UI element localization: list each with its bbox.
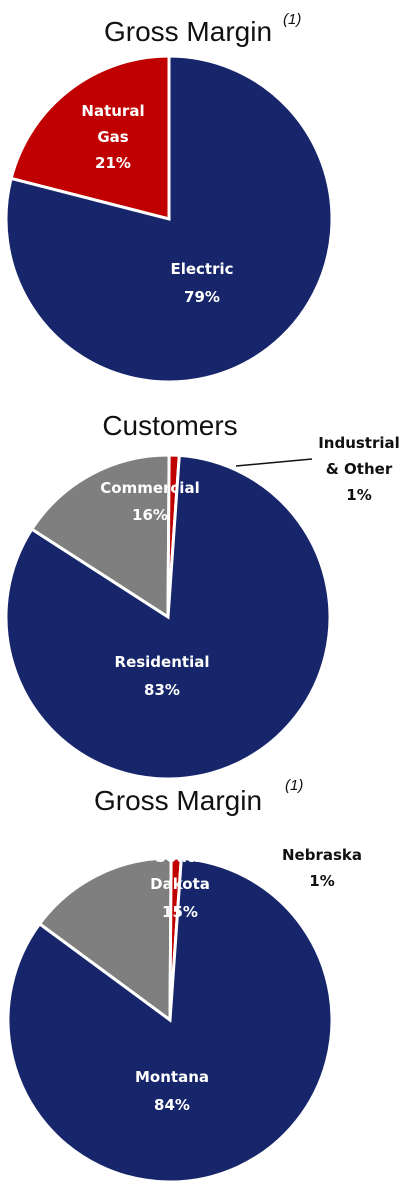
- slice-value-south-dakota: 15%: [162, 903, 198, 921]
- pie-chart-customers: Customers Industrial & Other 1% Commerci…: [4, 410, 400, 781]
- pie-slice-natural-gas: [9, 54, 171, 221]
- slice-value-commercial: 16%: [132, 506, 168, 524]
- slice-value-natural-gas: 21%: [95, 154, 131, 172]
- pie-0-slices: [4, 54, 334, 384]
- pie-2-slices: [6, 856, 334, 1183]
- chart-title-footnote: (1): [283, 11, 301, 28]
- chart-title: Gross Margin: [94, 785, 262, 816]
- chart-title-footnote: (1): [285, 777, 303, 794]
- slice-value-montana: 84%: [154, 1096, 190, 1114]
- pie-1-slices: [4, 453, 332, 781]
- slice-label-commercial: Commercial: [100, 479, 199, 497]
- slice-label-nebraska: Nebraska: [282, 846, 362, 864]
- slice-value-electric: 79%: [184, 288, 220, 306]
- slice-label-electric: Electric: [170, 260, 233, 278]
- chart-title: Customers: [102, 410, 237, 441]
- slice-value-residential: 83%: [144, 681, 180, 699]
- slice-label-natural-gas-line2: Gas: [97, 128, 128, 146]
- slice-label-south-dakota-line2: Dakota: [150, 875, 210, 893]
- pie-slice-commercial: [29, 453, 171, 620]
- leader-line-industrial: [235, 458, 313, 467]
- pie-slice-electric: [4, 54, 334, 384]
- slice-label-natural-gas-line1: Natural: [81, 102, 144, 120]
- pie-chart-gross-margin-segment: Gross Margin (1) Natural Gas 21% Electri…: [4, 11, 334, 384]
- chart-title: Gross Margin: [104, 16, 272, 47]
- slice-value-industrial: 1%: [346, 486, 371, 504]
- pie-slice-montana: [6, 856, 334, 1183]
- svg-text:Gross Margin: Gross Margin: [104, 16, 272, 47]
- svg-text:Gross Margin: Gross Margin: [94, 785, 262, 816]
- pie-slice-residential: [4, 453, 332, 781]
- slice-label-south-dakota-line1: South: [155, 848, 205, 866]
- pie-chart-gross-margin-state: Gross Margin (1) Nebraska 1% South Dakot…: [6, 777, 362, 1183]
- slice-label-industrial-line1: Industrial: [318, 434, 400, 452]
- slice-label-industrial-line2: & Other: [326, 460, 393, 478]
- pie-slice-south-dakota: [37, 856, 173, 1023]
- slice-label-residential: Residential: [115, 653, 210, 671]
- slice-value-nebraska: 1%: [309, 872, 334, 890]
- slice-label-montana: Montana: [135, 1068, 209, 1086]
